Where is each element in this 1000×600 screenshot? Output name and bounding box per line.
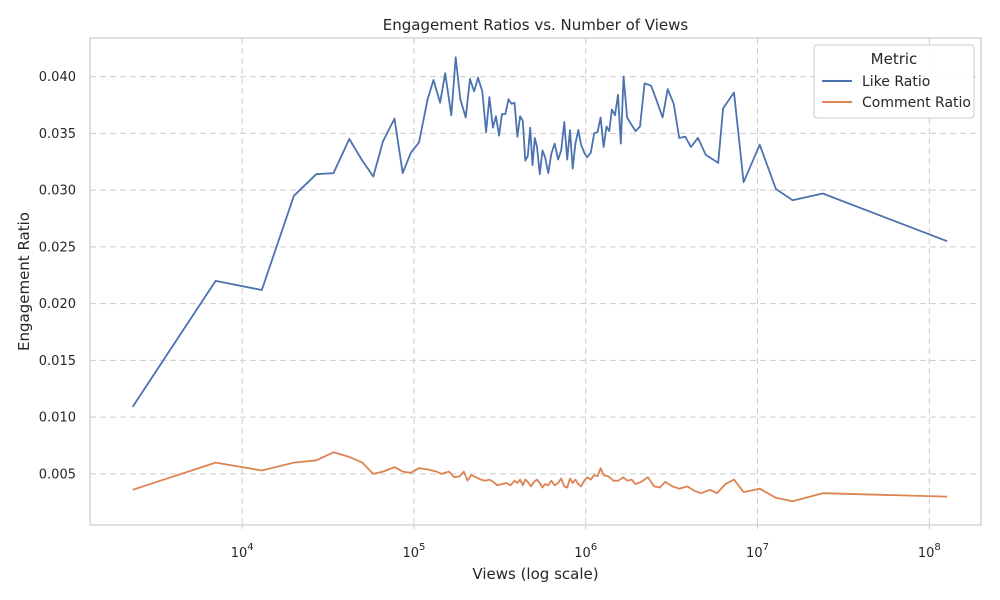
plot-frame [89, 37, 982, 526]
x-tick-label: 108 [918, 542, 941, 561]
y-tick-label: 0.035 [39, 127, 76, 142]
y-tick-label: 0.025 [39, 240, 76, 255]
x-axis-label: Views (log scale) [472, 565, 598, 583]
tick-labels: 104 105 106 107 108 0.005 0.010 0.015 0.020 0.025… [39, 70, 941, 561]
y-tick-label: 0.015 [39, 354, 76, 369]
legend: Metric Like Ratio Comment Ratio [813, 44, 975, 119]
legend-title: Metric [871, 50, 918, 68]
legend-box [813, 44, 975, 119]
y-tick-label: 0.020 [39, 297, 76, 312]
y-tick-label: 0.010 [39, 411, 76, 426]
comment-ratio-line [132, 451, 948, 503]
x-tick-label: 107 [746, 542, 769, 561]
legend-label-comment-ratio: Comment Ratio [862, 95, 971, 111]
x-tick-label: 106 [574, 542, 597, 561]
chart-title: Engagement Ratios vs. Number of Views [383, 16, 689, 34]
y-tick-label: 0.040 [39, 70, 76, 85]
y-tick-label: 0.005 [39, 467, 76, 482]
x-tick-label: 104 [231, 542, 254, 561]
like-ratio-line [131, 56, 948, 408]
y-axis-label: Engagement Ratio [15, 212, 33, 351]
legend-label-like-ratio: Like Ratio [862, 74, 930, 90]
series-lines [131, 56, 948, 503]
y-tick-label: 0.030 [39, 184, 76, 199]
x-tick-label: 105 [403, 542, 426, 561]
